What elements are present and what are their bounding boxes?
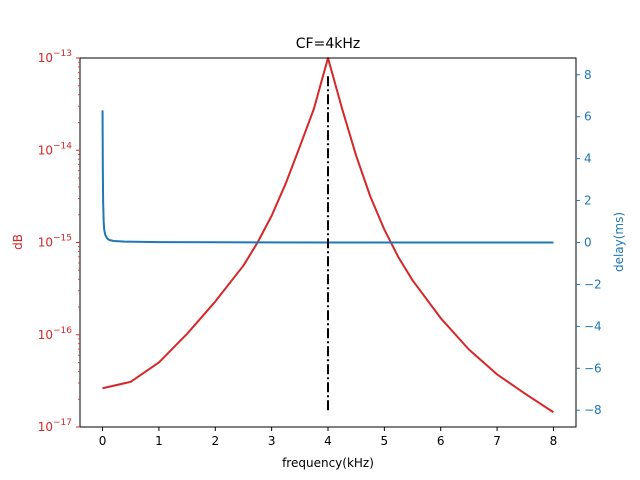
chart-title: CF=4kHz: [296, 36, 360, 52]
x-tick-label: 0: [99, 434, 107, 448]
x-tick-label: 7: [493, 434, 501, 448]
axes: 0 1 2 3 4 5 6 7 8 10−13 10−14 10−15 10−16 10−17 8 6 4 2 0 −…: [38, 49, 602, 448]
x-tick-label: 3: [268, 434, 276, 448]
y-right-tick-label: −6: [584, 361, 602, 375]
y-left-tick-label: 10−14: [38, 141, 73, 157]
x-tick-label: 6: [437, 434, 445, 448]
y-left-tick-label: 10−16: [38, 326, 73, 342]
x-tick-label: 8: [550, 434, 558, 448]
x-tick-label: 4: [324, 434, 332, 448]
y-right-tick-label: 8: [584, 68, 592, 82]
series-line-delay: [101, 110, 554, 244]
y-axis-label-left: dB: [11, 234, 25, 250]
y-right-tick-label: −2: [584, 277, 602, 291]
x-axis-label: frequency(kHz): [282, 456, 374, 470]
y-right-tick-label: 0: [584, 236, 592, 250]
y-right-tick-label: 2: [584, 194, 592, 208]
x-tick-label: 2: [211, 434, 219, 448]
y-axis-label-right: delay(ms): [612, 212, 626, 272]
y-right-tick-label: −4: [584, 319, 602, 333]
y-right-tick-label: 4: [584, 152, 592, 166]
y-left-tick-label: 10−15: [38, 234, 72, 250]
y-left-tick-label: 10−17: [38, 418, 72, 434]
series-layer: [101, 57, 554, 414]
y-right-tick-label: −8: [584, 403, 602, 417]
y-left-tick-label: 10−13: [38, 49, 72, 65]
x-tick-label: 1: [155, 434, 163, 448]
y-right-tick-label: 6: [584, 110, 592, 124]
x-tick-label: 5: [381, 434, 389, 448]
